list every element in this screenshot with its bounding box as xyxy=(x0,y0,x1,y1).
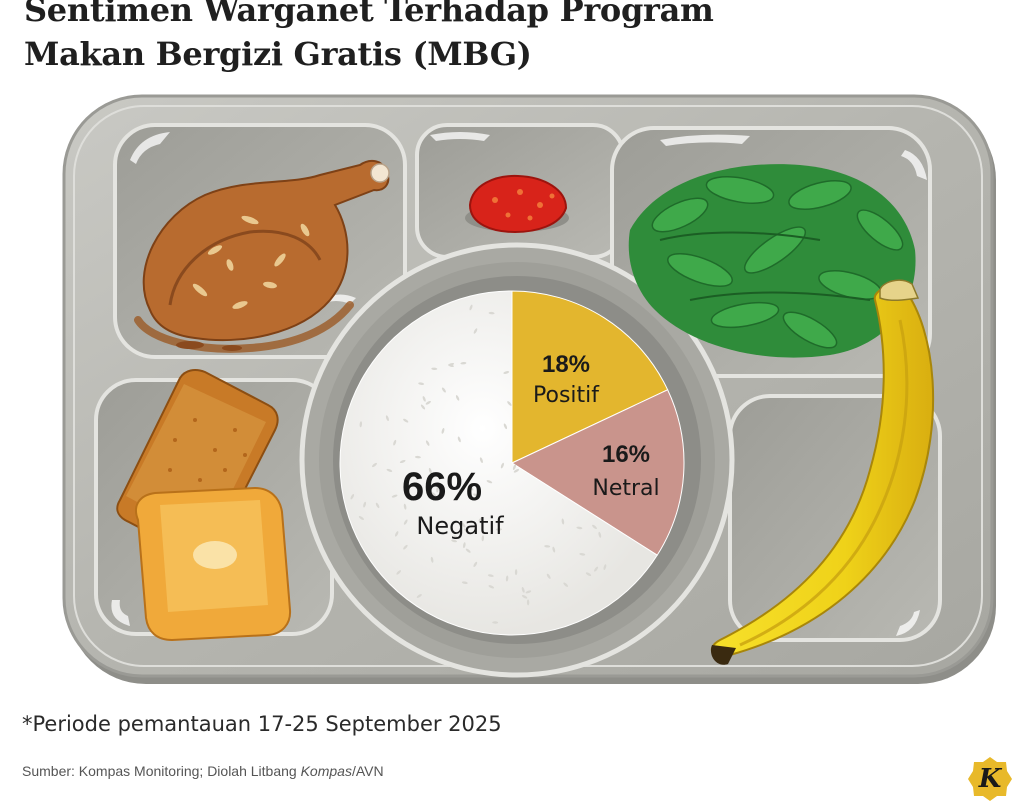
pie-value-label-negatif: 66% xyxy=(402,465,482,509)
sambal-icon xyxy=(465,174,569,234)
pie-category-label-netral: Netral xyxy=(592,476,659,501)
logo-letter: K xyxy=(978,764,1002,794)
title-line-1: Sentimen Warganet Terhadap Program xyxy=(24,0,714,29)
food-tray-illustration: 18% Positif 16% Netral 66% Negatif xyxy=(62,94,996,684)
source-italic: Kompas xyxy=(300,763,352,779)
spinach-icon xyxy=(628,164,916,358)
tofu-icon xyxy=(135,486,292,642)
source-note: Sumber: Kompas Monitoring; Diolah Litban… xyxy=(22,763,384,779)
source-suffix: /AVN xyxy=(351,763,384,779)
rice-texture xyxy=(350,304,607,624)
pie-value-label-positif: 18% xyxy=(542,351,590,378)
footnote-period: *Periode pemantauan 17-25 September 2025 xyxy=(22,712,502,736)
pie-labels: 18% Positif 16% Netral 66% Negatif xyxy=(402,351,660,540)
source-prefix: Sumber: Kompas Monitoring; Diolah Litban… xyxy=(22,763,301,779)
title-line-2: Makan Bergizi Gratis (MBG) xyxy=(24,35,532,73)
page-title: Sentimen Warganet Terhadap Program Makan… xyxy=(24,0,714,76)
kompas-logo-icon: K xyxy=(967,756,1013,802)
fried-chicken-icon xyxy=(134,159,390,353)
sentiment-pie-chart xyxy=(339,290,685,636)
pie-slice-negatif xyxy=(339,290,658,636)
pie-category-label-negatif: Negatif xyxy=(416,512,504,540)
pie-value-label-netral: 16% xyxy=(602,441,650,468)
tray-shine xyxy=(111,132,927,636)
pie-category-label-positif: Positif xyxy=(533,383,600,408)
pie-slice-positif xyxy=(511,290,669,464)
pie-slice-netral xyxy=(510,389,685,556)
logo-badge-shape xyxy=(968,757,1012,801)
banana-icon xyxy=(710,279,935,665)
